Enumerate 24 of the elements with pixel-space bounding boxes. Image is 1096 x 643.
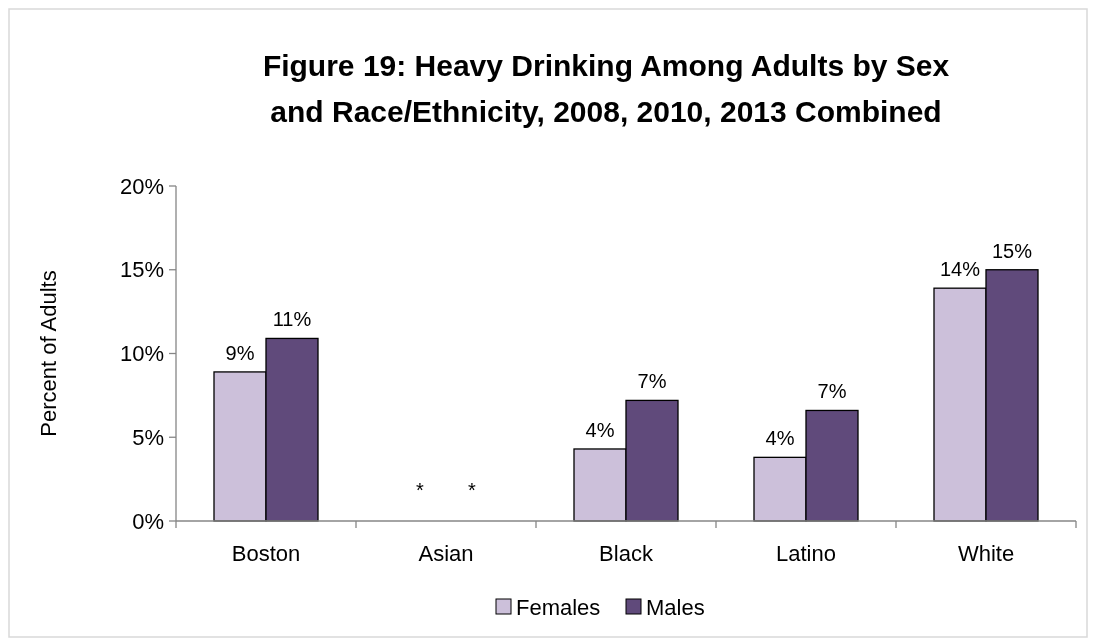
x-tick-label: Black: [599, 541, 654, 566]
y-tick-label: 10%: [119, 341, 164, 367]
data-label: 9%: [225, 341, 255, 364]
data-label: 7%: [817, 380, 847, 403]
data-label: 14%: [939, 258, 981, 281]
x-tick-label: Asian: [418, 541, 474, 566]
y-tick-label: 5%: [132, 424, 164, 450]
data-label: 4%: [585, 418, 615, 441]
text: *: [416, 479, 424, 501]
data-label: 15%: [991, 239, 1033, 262]
y-tick-label: 15%: [119, 257, 164, 283]
chart-title: Figure 19: Heavy Drinking Among Adults by Sex and Race/Ethnicity, 2008, 2010, 2013 Combined: [262, 49, 950, 128]
legend-label: Females: [516, 594, 601, 620]
data-label: 7%: [637, 370, 667, 393]
text: *: [468, 479, 476, 501]
x-tick-label: Latino: [776, 541, 836, 566]
legend-label: Males: [646, 594, 705, 620]
data-label: 11%: [272, 308, 312, 331]
y-tick-label: 0%: [132, 508, 164, 534]
y-axis-title: Percent of Adults: [36, 270, 61, 437]
x-tick-label: Boston: [231, 541, 301, 566]
data-label: 4%: [765, 427, 795, 450]
y-tick-label: 20%: [119, 173, 164, 199]
x-tick-label: White: [957, 541, 1015, 566]
